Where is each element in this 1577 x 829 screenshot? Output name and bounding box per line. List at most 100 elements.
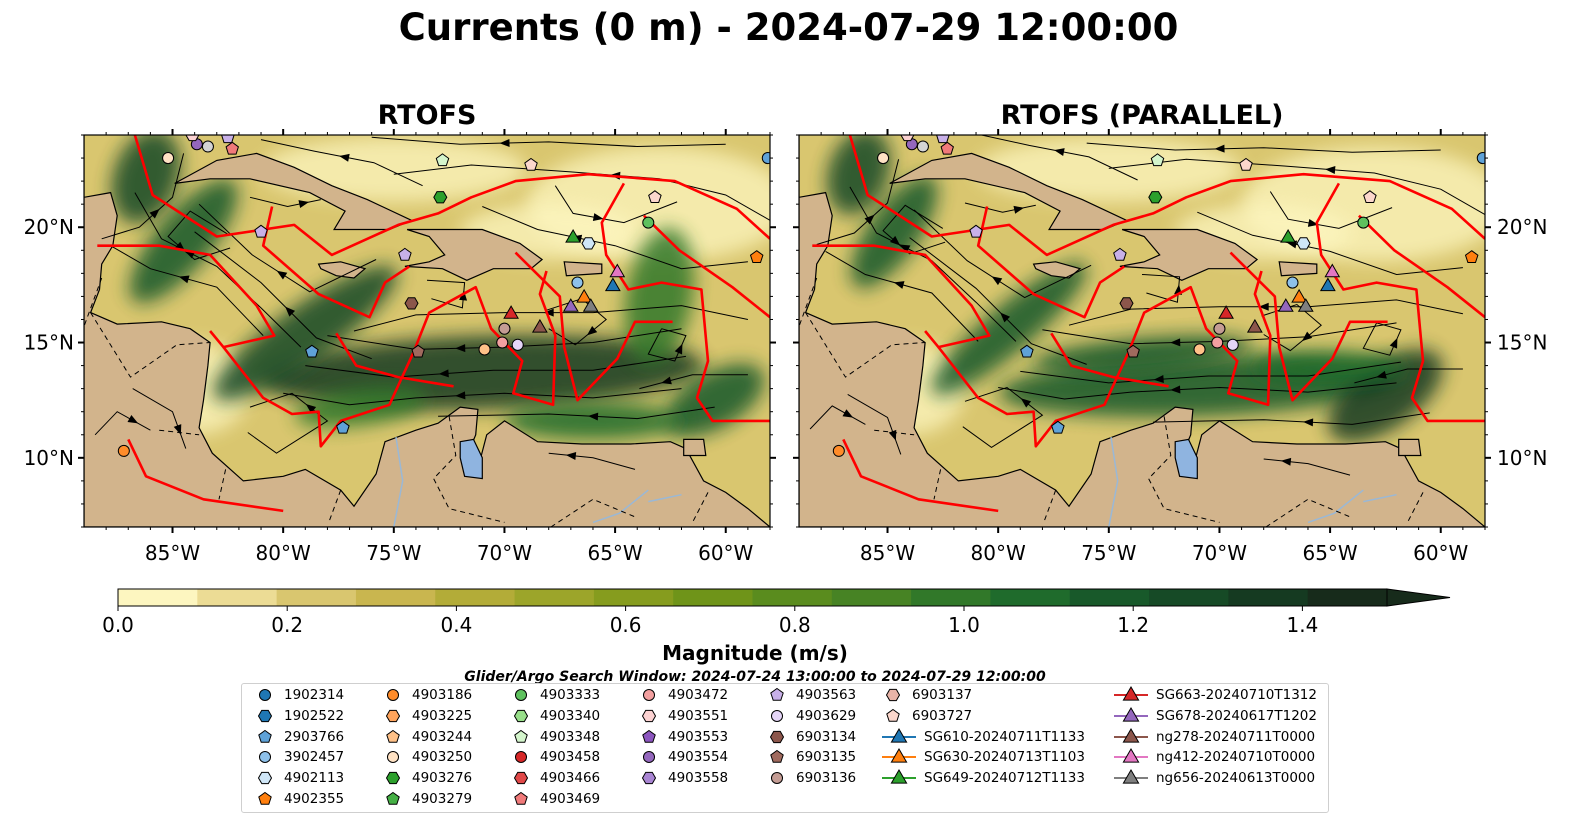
colorbar-tick-label: 1.0 (948, 613, 980, 637)
argo-float-marker (1126, 344, 1140, 358)
streamline (249, 196, 321, 208)
legend-item: ng278-20240711T0000 (1114, 727, 1315, 747)
legend-hexagon-icon (641, 709, 657, 722)
land-hispaniola (1119, 228, 1259, 281)
streamline-arrow (1301, 331, 1313, 342)
colorbar-bin (1307, 589, 1388, 606)
land-trinidad (683, 438, 707, 457)
argo-float-marker (900, 135, 915, 142)
argo-float-marker (498, 322, 511, 335)
argo-float-marker (1211, 336, 1224, 349)
argo-float-marker (1113, 247, 1127, 261)
current-jet (129, 179, 238, 304)
legend-label: SG630-20240713T1103 (924, 749, 1085, 766)
argo-float-marker (1020, 344, 1034, 358)
lat-tick-label: 10°N (1497, 446, 1547, 470)
legend-label: 4903340 (540, 707, 601, 724)
argo-float-marker (1464, 250, 1479, 263)
river (592, 489, 649, 524)
legend-swatch (386, 791, 400, 805)
country-border (550, 498, 638, 527)
legend-circle-icon (386, 751, 400, 764)
land-hispaniola (404, 228, 544, 281)
lon-tick-label: 80°W (256, 541, 311, 565)
colorbar-bin (1228, 589, 1309, 606)
colorbar-bin (911, 589, 991, 606)
legend-swatch (258, 729, 272, 743)
legend-swatch (770, 709, 784, 722)
colorbar-bin (197, 589, 278, 606)
argo-float-marker (201, 140, 214, 153)
legend-label: SG663-20240710T1312 (1156, 687, 1317, 703)
legend-pentagon-icon (770, 750, 784, 764)
legend-item: 4902355 (254, 789, 344, 809)
lon-tick-label: 60°W (698, 541, 753, 565)
legend-hexagon-icon (257, 772, 273, 785)
streamline (548, 452, 636, 470)
glider-marker (1277, 298, 1294, 312)
land-maracaibo (459, 438, 483, 480)
eez-boundary (600, 182, 770, 423)
legend-pentagon-icon (514, 791, 528, 805)
land-trinidad (1398, 438, 1422, 457)
argo-float-marker (1286, 276, 1299, 289)
streamline-arrow (173, 424, 182, 435)
streamline (809, 405, 866, 430)
current-jet (664, 363, 765, 437)
land-maracaibo (1174, 438, 1198, 480)
legend-swatch (641, 772, 657, 785)
colorbar-label: Magnitude (m/s) (662, 641, 848, 665)
legend-swatch (258, 791, 272, 805)
legend-item: 3902457 (254, 747, 344, 767)
colorbar-frame (117, 588, 1388, 607)
legend-pentagon-icon (258, 791, 272, 805)
streamline (1362, 322, 1402, 356)
legend-label: ng656-20240613T0000 (1156, 770, 1316, 787)
legend-swatch (386, 729, 400, 743)
current-jet (1327, 349, 1443, 442)
legend-item: 6903137 (882, 685, 972, 705)
argo-float-marker (404, 297, 419, 310)
colorbar-bin (355, 589, 436, 606)
legend-item: SG630-20240713T1103 (882, 747, 1085, 767)
eez-boundary (642, 214, 770, 319)
streamline-arrow (1153, 375, 1164, 384)
streamline-arrow (1000, 312, 1011, 323)
glider-marker (576, 288, 593, 303)
legend-hexagon-icon (385, 772, 401, 785)
legend-label: 4903563 (796, 687, 857, 703)
land-jamaica (317, 261, 367, 279)
legend-triangle-icon (1122, 748, 1140, 763)
legend-label: 6903135 (796, 749, 857, 766)
streamline-arrow (1054, 148, 1065, 156)
streamline-arrow (285, 306, 296, 317)
legend-label: 4903469 (540, 791, 601, 807)
eez-boundary (514, 251, 673, 402)
eez-boundary (842, 438, 999, 513)
argo-float-marker (221, 135, 235, 144)
lat-tick-label: 20°N (1497, 215, 1547, 239)
lon-tick-label: 80°W (971, 541, 1026, 565)
legend-circle-icon (258, 751, 272, 764)
colorbar-bin (831, 589, 912, 606)
legend-swatch (514, 791, 528, 805)
streamline (639, 374, 748, 390)
glider-marker (565, 229, 581, 243)
panel-title-rtofs: RTOFS (377, 100, 477, 131)
legend-swatch (257, 772, 273, 785)
legend-swatch (1114, 727, 1148, 743)
argo-float-marker (571, 276, 584, 289)
legend-item: 4903225 (382, 706, 472, 726)
colorbar-bin (673, 589, 753, 606)
legend-circle-icon (770, 709, 784, 722)
country-border (692, 492, 709, 523)
lon-tick-label: 65°W (587, 541, 642, 565)
argo-float-marker (496, 336, 509, 349)
streamline (847, 393, 902, 455)
legend-swatch (642, 751, 656, 764)
lat-tick-label: 10°N (24, 446, 74, 470)
colorbar-bin (118, 589, 198, 606)
river (1363, 493, 1397, 503)
legend-item: 4903279 (382, 789, 472, 809)
